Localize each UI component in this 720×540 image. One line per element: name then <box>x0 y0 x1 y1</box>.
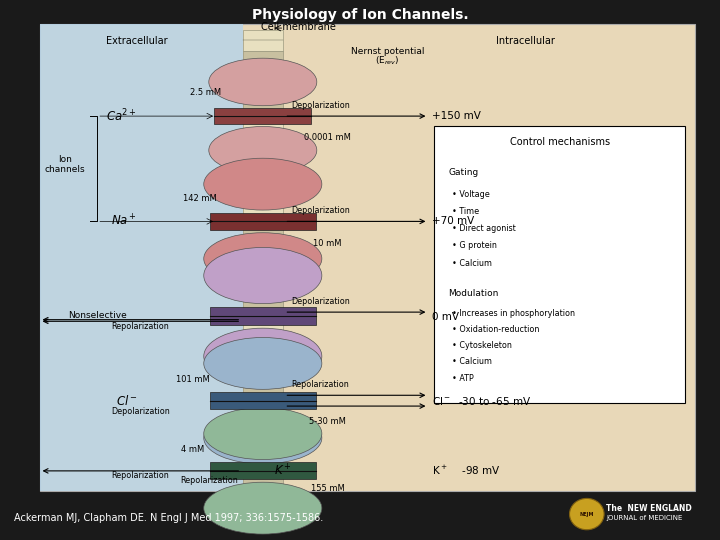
Bar <box>243 134 282 155</box>
Text: 155 mM: 155 mM <box>311 484 344 493</box>
Bar <box>243 176 282 197</box>
Text: JOURNAL of MEDICINE: JOURNAL of MEDICINE <box>606 515 683 522</box>
Bar <box>243 447 282 468</box>
Bar <box>243 384 282 405</box>
Bar <box>243 280 282 301</box>
Text: Ca$^{2+}$: Ca$^{2+}$ <box>107 108 137 124</box>
Ellipse shape <box>204 328 322 384</box>
Text: • ATP: • ATP <box>452 374 474 383</box>
Text: 0 mV: 0 mV <box>432 312 459 322</box>
Text: Modulation: Modulation <box>449 289 499 299</box>
Text: Physiology of Ion Channels.: Physiology of Ion Channels. <box>252 8 468 22</box>
Bar <box>243 51 282 71</box>
Bar <box>40 24 243 491</box>
Text: • Direct agonist: • Direct agonist <box>452 224 516 233</box>
Text: • G protein: • G protein <box>452 241 497 251</box>
Text: • Calcium: • Calcium <box>452 357 492 367</box>
Text: Ackerman MJ, Clapham DE. N Engl J Med 1997; 336:1575-1586.: Ackerman MJ, Clapham DE. N Engl J Med 19… <box>14 514 324 523</box>
Bar <box>243 259 282 280</box>
Bar <box>243 468 282 489</box>
Text: • Time: • Time <box>452 207 480 216</box>
Text: Extracellular: Extracellular <box>106 36 168 45</box>
Text: • Cytoskeleton: • Cytoskeleton <box>452 341 512 350</box>
Text: 10 mM: 10 mM <box>313 239 342 247</box>
Bar <box>215 109 311 124</box>
Text: • Voltage: • Voltage <box>452 190 490 199</box>
Text: K$^+$: K$^+$ <box>274 463 292 478</box>
Bar <box>243 113 282 134</box>
Text: The  NEW ENGLAND: The NEW ENGLAND <box>606 504 692 513</box>
Text: 142 mM: 142 mM <box>184 194 217 203</box>
Text: • Increases in phosphorylation: • Increases in phosphorylation <box>452 309 575 318</box>
Ellipse shape <box>204 338 322 389</box>
Text: Repolarization: Repolarization <box>180 476 238 485</box>
Text: Cell membrane: Cell membrane <box>261 22 336 32</box>
Text: 0.0001 mM: 0.0001 mM <box>304 133 351 142</box>
Ellipse shape <box>209 58 317 106</box>
Bar <box>243 405 282 426</box>
Text: Intracellular: Intracellular <box>496 36 555 45</box>
Bar <box>243 363 282 384</box>
Ellipse shape <box>204 247 322 303</box>
Text: Repolarization: Repolarization <box>292 380 349 389</box>
Bar <box>243 197 282 218</box>
Ellipse shape <box>209 126 317 174</box>
Text: +70 mV: +70 mV <box>432 217 474 226</box>
Text: Depolarization: Depolarization <box>112 407 171 416</box>
Bar <box>210 392 316 409</box>
Bar <box>210 213 316 230</box>
Ellipse shape <box>570 498 604 530</box>
Text: Control mechanisms: Control mechanisms <box>510 137 610 147</box>
Text: 101 mM: 101 mM <box>176 375 210 383</box>
Ellipse shape <box>204 408 322 460</box>
Ellipse shape <box>204 233 322 285</box>
Text: Cl$^-$  -30 to -65 mV: Cl$^-$ -30 to -65 mV <box>432 395 531 407</box>
Text: Gating: Gating <box>449 168 479 177</box>
Text: Depolarization: Depolarization <box>292 101 351 110</box>
Bar <box>210 307 316 325</box>
Bar <box>40 24 695 491</box>
Text: Repolarization: Repolarization <box>112 471 169 480</box>
Text: 5-30 mM: 5-30 mM <box>309 417 346 426</box>
Bar <box>243 343 282 363</box>
Bar <box>243 155 282 176</box>
Text: Ion
channels: Ion channels <box>45 155 85 174</box>
Bar <box>243 71 282 92</box>
Ellipse shape <box>204 412 322 464</box>
Bar <box>243 92 282 113</box>
Text: +150 mV: +150 mV <box>432 111 481 121</box>
Text: Na$^+$: Na$^+$ <box>111 214 137 229</box>
Text: Cl$^-$: Cl$^-$ <box>115 394 137 408</box>
Text: Nonselective: Nonselective <box>68 312 127 320</box>
Ellipse shape <box>204 482 322 534</box>
Text: Depolarization: Depolarization <box>292 297 351 306</box>
Text: (E$_{rev}$): (E$_{rev}$) <box>375 54 400 67</box>
FancyBboxPatch shape <box>434 126 685 403</box>
Text: K$^+$    -98 mV: K$^+$ -98 mV <box>432 464 500 477</box>
Bar <box>243 426 282 447</box>
Text: Depolarization: Depolarization <box>292 206 351 215</box>
Bar <box>243 238 282 259</box>
Ellipse shape <box>204 158 322 210</box>
Text: 4 mM: 4 mM <box>181 445 204 454</box>
Text: • Oxidation-reduction: • Oxidation-reduction <box>452 325 539 334</box>
Bar <box>243 218 282 238</box>
Text: • Calcium: • Calcium <box>452 259 492 268</box>
Bar <box>243 301 282 322</box>
Bar <box>210 462 316 480</box>
Text: Repolarization: Repolarization <box>112 322 169 330</box>
Text: 2.5 mM: 2.5 mM <box>189 89 221 97</box>
Text: Nernst potential: Nernst potential <box>351 47 424 56</box>
Bar <box>243 30 282 51</box>
Bar <box>243 322 282 343</box>
Text: NEJM: NEJM <box>580 511 594 517</box>
